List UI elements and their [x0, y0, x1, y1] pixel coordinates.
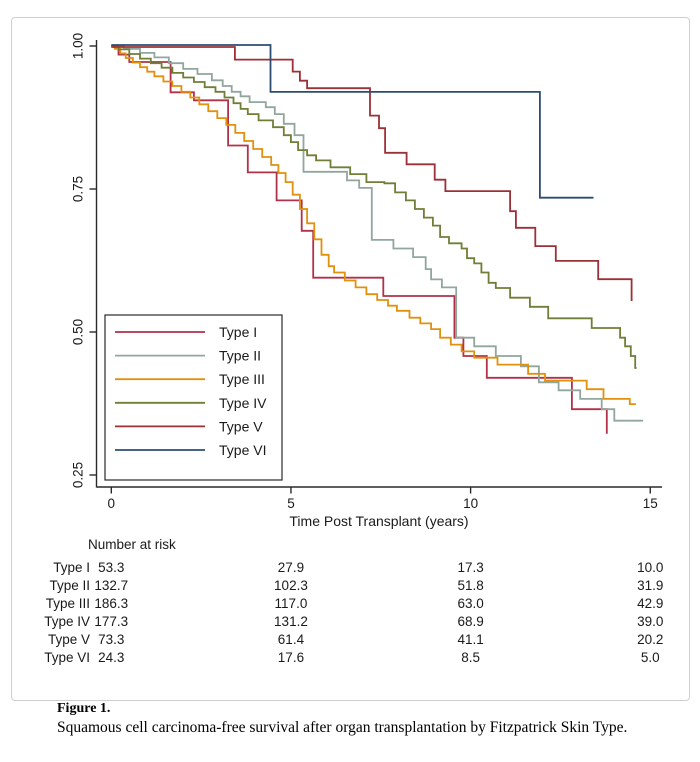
risk-row-label: Type VI	[44, 650, 90, 665]
legend-label-type-i: Type I	[219, 324, 257, 340]
risk-value: 61.4	[278, 632, 305, 647]
risk-value: 177.3	[94, 614, 128, 629]
caption-text: Squamous cell carcinoma-free survival af…	[57, 719, 628, 736]
risk-value: 73.3	[98, 632, 124, 647]
risk-value: 24.3	[98, 650, 124, 665]
risk-value: 5.0	[641, 650, 660, 665]
curve-type-iii	[111, 45, 636, 405]
caption-label: Figure 1.	[57, 701, 111, 716]
risk-value: 68.9	[457, 614, 483, 629]
risk-value: 132.7	[94, 578, 128, 593]
survival-chart: 1.00 0.75 0.50 0.25 0 5 10 15 Time Post Transpla…	[44, 33, 663, 665]
risk-value: 131.2	[274, 614, 308, 629]
legend-label-type-v: Type V	[219, 418, 263, 434]
x-tick-label: 5	[287, 496, 295, 511]
legend-label-type-iii: Type III	[219, 371, 265, 387]
risk-row-label: Type IV	[44, 614, 90, 629]
risk-value: 27.9	[278, 560, 304, 575]
curve-type-iv	[111, 45, 637, 369]
risk-row-label: Type V	[48, 632, 90, 647]
x-tick-label: 15	[643, 496, 658, 511]
risk-value: 186.3	[94, 596, 128, 611]
curve-type-v	[111, 46, 633, 301]
risk-value: 63.0	[457, 596, 483, 611]
curve-type-vi	[111, 44, 594, 199]
risk-value: 20.2	[637, 632, 663, 647]
risk-row-label: Type III	[46, 596, 90, 611]
legend-label-type-vi: Type VI	[219, 442, 266, 458]
figure-caption: Figure 1. Squamous cell carcinoma-free s…	[57, 701, 677, 737]
y-tick-label: 0.75	[71, 176, 86, 202]
risk-value: 53.3	[98, 560, 124, 575]
risk-value: 39.0	[637, 614, 663, 629]
risk-value: 17.6	[278, 650, 304, 665]
risk-row-label: Type I	[53, 560, 90, 575]
legend-label-type-ii: Type II	[219, 348, 261, 364]
risk-value: 102.3	[274, 578, 308, 593]
risk-value: 10.0	[637, 560, 663, 575]
legend-label-type-iv: Type IV	[219, 395, 267, 411]
legend-box	[104, 314, 283, 481]
risk-row-label: Type II	[49, 578, 90, 593]
risk-value: 42.9	[637, 596, 663, 611]
risk-table-header: Number at risk	[88, 537, 176, 552]
risk-value: 51.8	[457, 578, 483, 593]
x-tick-label: 10	[463, 496, 478, 511]
x-tick-label: 0	[108, 496, 116, 511]
x-axis-title: Time Post Transplant (years)	[289, 513, 468, 529]
y-tick-label: 0.50	[71, 319, 86, 345]
risk-value: 8.5	[461, 650, 480, 665]
risk-value: 31.9	[637, 578, 663, 593]
y-tick-label: 0.25	[71, 462, 86, 488]
risk-value: 17.3	[457, 560, 483, 575]
risk-value: 41.1	[457, 632, 483, 647]
curve-type-i	[111, 45, 608, 434]
risk-value: 117.0	[275, 596, 308, 611]
y-tick-label: 1.00	[71, 33, 86, 59]
